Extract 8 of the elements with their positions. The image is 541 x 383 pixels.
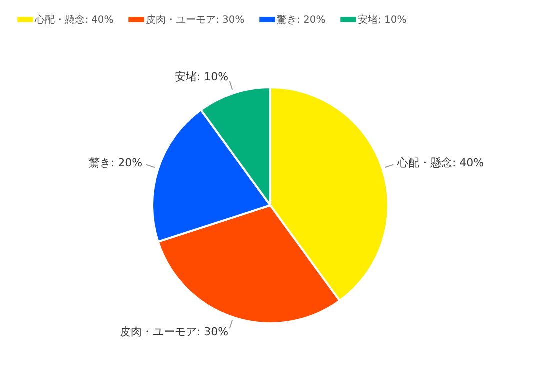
legend-label: 心配・懸念: 40%	[34, 14, 114, 26]
slice-label: 心配・懸念: 40%	[396, 156, 484, 170]
legend-label: 安堵: 10%	[358, 14, 407, 26]
legend-label: 驚き: 20%	[277, 14, 326, 26]
slice-label: 驚き: 20%	[88, 156, 143, 170]
slice-label: 安堵: 10%	[174, 70, 229, 84]
legend-label: 皮肉・ユーモア: 30%	[146, 14, 245, 26]
slice-label: 皮肉・ユーモア: 30%	[120, 325, 229, 338]
